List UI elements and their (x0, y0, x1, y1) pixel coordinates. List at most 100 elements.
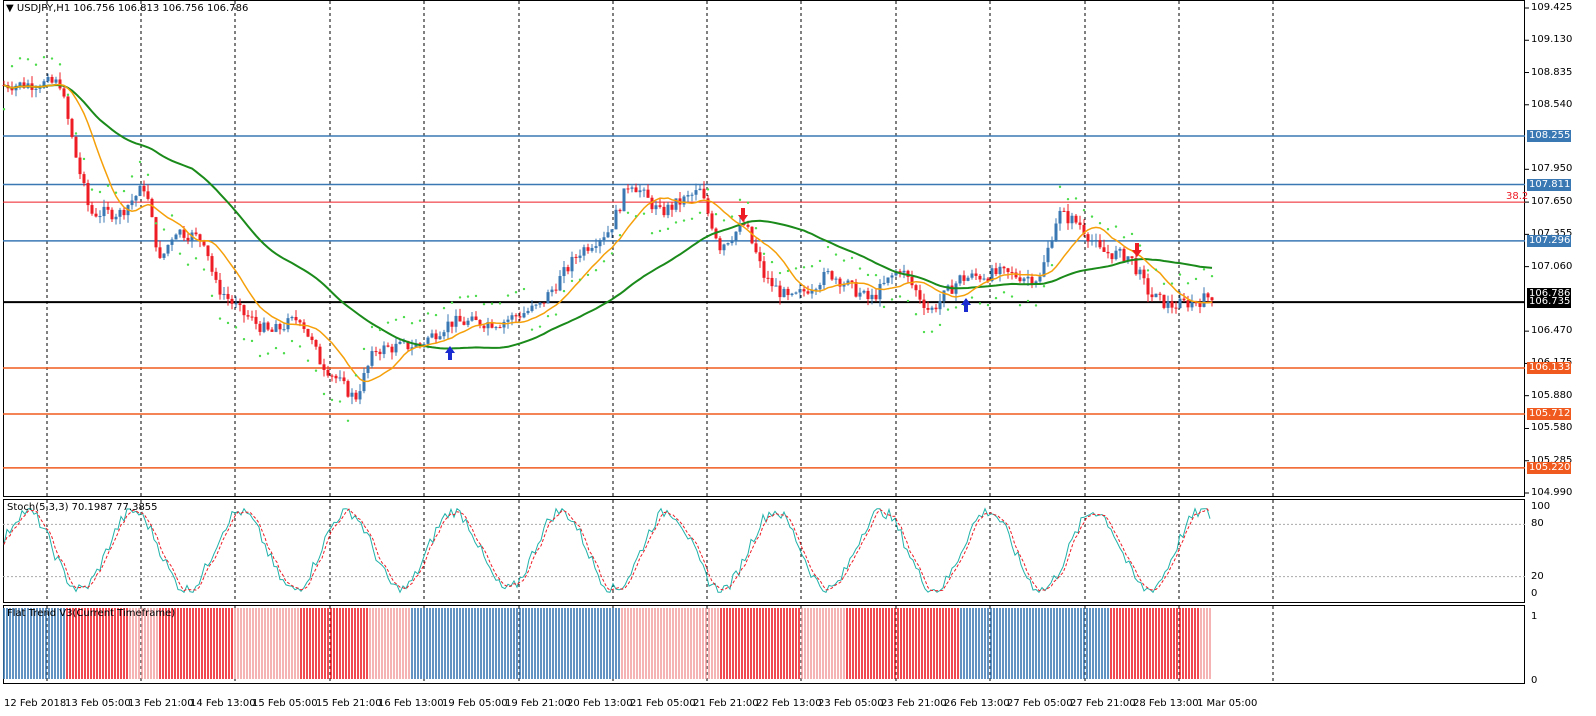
time-axis-label: 27 Feb 05:00 (1007, 698, 1073, 709)
candle-body (1146, 278, 1150, 295)
candle-body (458, 315, 462, 322)
candle-body (742, 223, 746, 225)
stochastic-axis-label: 100 (1531, 501, 1551, 512)
candle-body (366, 365, 370, 373)
candle-body (174, 234, 178, 240)
sell-arrow-icon (1132, 243, 1142, 257)
parabolic-sar-dot (986, 303, 990, 307)
parabolic-sar-dot (514, 291, 518, 294)
time-axis-label: 12 Feb 2018 (4, 698, 67, 709)
candle-body (586, 247, 590, 251)
level-price-tag: 106.735 (1527, 296, 1571, 309)
stochastic-pane[interactable]: Stoch(5,3,3) 70.1987 77.3855 100 80 20 0 (0, 499, 1596, 603)
candle-body (870, 294, 874, 300)
candle-body (118, 209, 122, 217)
candle-body (778, 285, 782, 298)
symbol-header: ▼ USDJPY,H1 106.756 106.813 106.756 106.… (6, 3, 248, 14)
candle-body (914, 285, 918, 291)
candle-body (618, 209, 622, 212)
candle-body (278, 324, 282, 330)
price-axis-label: 109.130 (1531, 34, 1573, 46)
parabolic-sar-dot (538, 325, 542, 328)
candle-body (422, 343, 426, 345)
candle-body (506, 319, 510, 322)
candle-body (662, 206, 666, 216)
parabolic-sar-dot (402, 315, 406, 319)
candle-body (74, 136, 78, 158)
parabolic-sar-dot (866, 273, 870, 277)
candle-body (34, 88, 38, 90)
candle-body (1130, 256, 1134, 259)
flat-trend-histogram[interactable] (0, 605, 1596, 684)
candle-body (466, 320, 470, 325)
level-price-tag: 107.811 (1527, 178, 1571, 191)
candle-body (434, 333, 438, 340)
candle-body (386, 345, 390, 347)
candle-body (1066, 211, 1070, 224)
price-chart[interactable] (0, 0, 1596, 497)
stochastic-axis-label: 80 (1531, 518, 1544, 530)
candle-body (578, 255, 582, 258)
candle-body (1142, 269, 1146, 279)
price-axis-label: 106.470 (1531, 325, 1573, 337)
price-axis-label: 104.990 (1531, 487, 1573, 498)
parabolic-sar-dot (1058, 185, 1062, 189)
parabolic-sar-dot (1066, 197, 1070, 201)
stochastic-signal-line (3, 508, 1211, 592)
buy-arrow-icon (445, 346, 455, 360)
time-axis-label: 21 Feb 21:00 (693, 698, 759, 709)
candle-body (1178, 298, 1182, 309)
parabolic-sar-dot (994, 296, 998, 300)
flat-trend-pane[interactable]: Flat Trend V3(Current Timeframe) 1 0 (0, 605, 1596, 686)
parabolic-sar-dot (1106, 228, 1110, 231)
candle-body (882, 282, 886, 284)
parabolic-sar-dot (1098, 222, 1102, 225)
stochastic-chart[interactable] (0, 499, 1596, 603)
candle-body (630, 187, 634, 189)
candle-body (982, 278, 986, 280)
candle-body (1014, 272, 1018, 278)
candle-body (218, 279, 222, 295)
candle-body (334, 375, 338, 379)
time-axis-label: 23 Feb 05:00 (818, 698, 884, 709)
candle-body (1010, 272, 1014, 274)
parabolic-sar-dot (290, 339, 294, 343)
candle-body (834, 278, 838, 280)
collapse-triangle-icon[interactable]: ▼ (6, 3, 14, 14)
candle-body (646, 189, 650, 198)
candle-body (642, 189, 646, 191)
candle-body (182, 229, 186, 238)
candle-body (846, 280, 850, 285)
candle-body (446, 321, 450, 333)
parabolic-sar-dot (10, 65, 14, 68)
parabolic-sar-dot (1130, 232, 1134, 236)
candle-body (622, 188, 626, 212)
time-axis-label: 19 Feb 05:00 (442, 698, 508, 709)
time-axis-label: 23 Feb 21:00 (881, 698, 947, 709)
candle-body (866, 290, 870, 300)
level-price-tag: 105.220 (1527, 461, 1571, 474)
parabolic-sar-dot (98, 190, 102, 194)
candle-body (194, 232, 198, 235)
parabolic-sar-dot (34, 63, 38, 66)
price-axis-label: 107.950 (1531, 163, 1573, 175)
stochastic-header: Stoch(5,3,3) 70.1987 77.3855 (7, 502, 158, 513)
candle-body (154, 217, 158, 248)
candle-body (842, 284, 846, 287)
candle-body (978, 275, 982, 280)
main-chart-pane[interactable]: ▼ USDJPY,H1 106.756 106.813 106.756 106.… (0, 0, 1596, 498)
candle-body (674, 198, 678, 210)
candle-body (482, 325, 486, 329)
candle-body (70, 118, 74, 137)
stochastic-axis-label: 20 (1531, 570, 1544, 582)
candle-body (426, 337, 430, 344)
sell-arrow-icon (738, 208, 748, 222)
parabolic-sar-dot (1010, 295, 1014, 298)
candle-body (374, 351, 378, 353)
candle-body (298, 320, 302, 323)
parabolic-sar-dot (370, 325, 374, 329)
candle-body (330, 375, 334, 377)
parabolic-sar-dot (1026, 299, 1030, 303)
candle-body (594, 246, 598, 248)
candle-body (1098, 240, 1102, 248)
